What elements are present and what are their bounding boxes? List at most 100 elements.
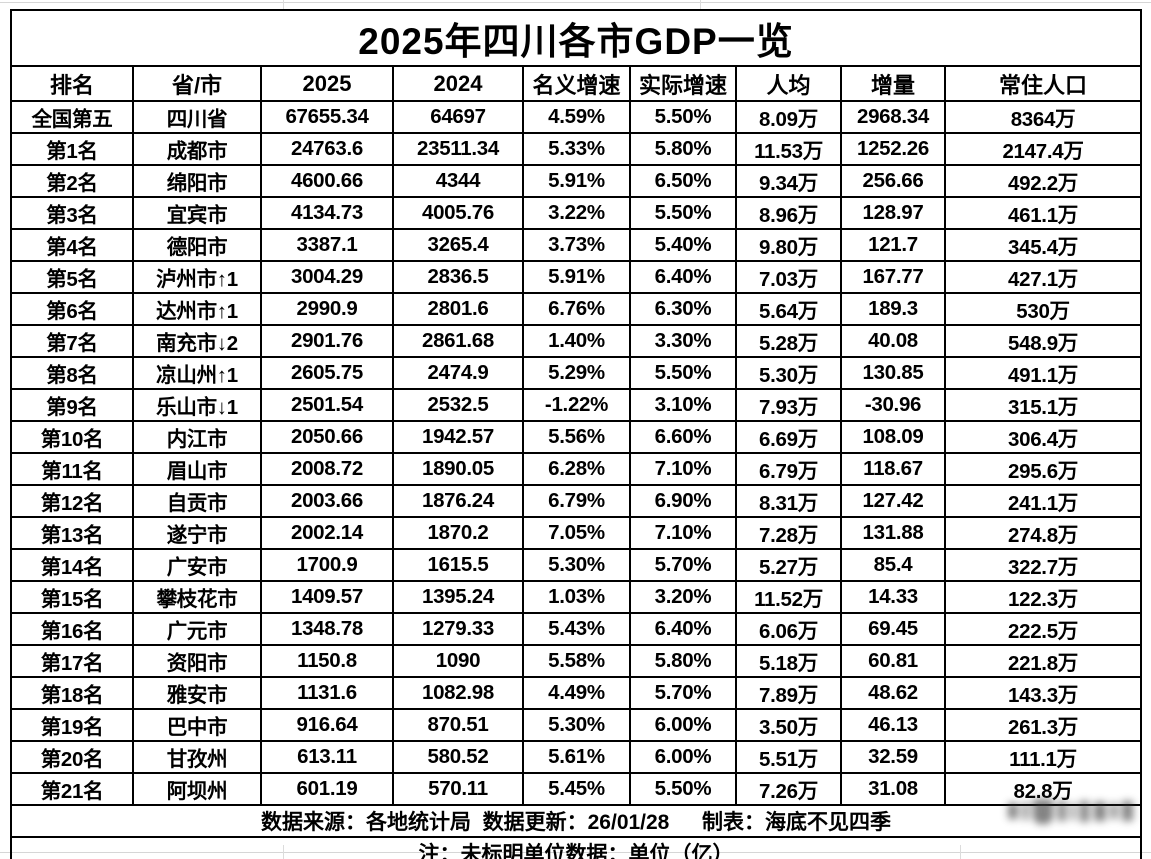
table-cell-4: 3.73%	[522, 228, 631, 262]
footer-note-row: 注：未标明单位数据：单位（亿）	[9, 836, 1143, 859]
table-cell-3: 1870.2	[392, 516, 524, 550]
table-cell-2: 3004.29	[260, 260, 394, 294]
table-cell-5: 5.80%	[629, 132, 737, 166]
table-cell-5: 3.10%	[629, 388, 737, 422]
table-cell-5: 6.90%	[629, 484, 737, 518]
table-cell-8: 530万	[943, 292, 1143, 326]
table-cell-3: 580.52	[392, 740, 524, 774]
table-cell-0: 第2名	[10, 164, 134, 198]
table-cell-2: 2605.75	[260, 356, 394, 390]
table-cell-8: 322.7万	[943, 548, 1143, 582]
table-cell-0: 第14名	[10, 548, 134, 582]
table-cell-2: 1131.6	[260, 676, 394, 710]
table-cell-6: 5.51万	[735, 740, 842, 774]
table-cell-4: 5.30%	[522, 548, 631, 582]
table-cell-1: 德阳市	[132, 228, 262, 262]
table-row: 第13名 遂宁市 2002.14 1870.2 7.05% 7.10% 7.28万 131.8…	[10, 516, 1143, 550]
table-cell-7: 167.77	[840, 260, 946, 294]
table-cell-1: 遂宁市	[132, 516, 262, 550]
table-cell-3: 3265.4	[392, 228, 524, 262]
table-cell-6: 9.34万	[735, 164, 842, 198]
table-cell-3: 1082.98	[392, 676, 524, 710]
table-cell-8: 461.1万	[943, 196, 1143, 230]
table-cell-4: 5.91%	[522, 164, 631, 198]
table-cell-7: 118.67	[840, 452, 946, 486]
table-cell-3: 2836.5	[392, 260, 524, 294]
table-cell-8: 261.3万	[943, 708, 1143, 742]
table-cell-5: 6.40%	[629, 612, 737, 646]
table-cell-3: 1090	[392, 644, 524, 678]
table-cell-1: 南充市↓2	[132, 324, 262, 358]
table-cell-4: 5.58%	[522, 644, 631, 678]
table-cell-5: 6.40%	[629, 260, 737, 294]
gdp-table: 2025年四川各市GDP一览 排名 省/市 2025 2024 名义增速 实际增速 人均 增量…	[9, 9, 1143, 859]
table-cell-5: 6.00%	[629, 708, 737, 742]
table-cell-7: 128.97	[840, 196, 946, 230]
table-cell-6: 5.27万	[735, 548, 842, 582]
table-cell-7: 1252.26	[840, 132, 946, 166]
table-cell-5: 3.20%	[629, 580, 737, 614]
table-cell-0: 第8名	[10, 356, 134, 390]
table-cell-1: 四川省	[132, 100, 262, 134]
table-cell-4: 6.79%	[522, 484, 631, 518]
table-cell-8: 315.1万	[943, 388, 1143, 422]
table-cell-3: 1395.24	[392, 580, 524, 614]
table-cell-4: 7.05%	[522, 516, 631, 550]
table-cell-5: 7.10%	[629, 516, 737, 550]
table-row: 第6名 达州市↑1 2990.9 2801.6 6.76% 6.30% 5.64万 189.3…	[10, 292, 1143, 326]
table-cell-8: 548.9万	[943, 324, 1143, 358]
table-cell-0: 第11名	[10, 452, 134, 486]
table-cell-5: 5.50%	[629, 772, 737, 806]
table-cell-2: 2901.76	[260, 324, 394, 358]
table-cell-1: 巴中市	[132, 708, 262, 742]
table-cell-8: 306.4万	[943, 420, 1143, 454]
table-cell-1: 甘孜州	[132, 740, 262, 774]
table-row: 第21名 阿坝州 601.19 570.11 5.45% 5.50% 7.26万 31.08 8…	[10, 772, 1143, 806]
table-cell-8: 143.3万	[943, 676, 1143, 710]
table-cell-7: 32.59	[840, 740, 946, 774]
table-cell-3: 1890.05	[392, 452, 524, 486]
table-cell-7: 46.13	[840, 708, 946, 742]
table-cell-2: 2050.66	[260, 420, 394, 454]
table-cell-4: 1.40%	[522, 324, 631, 358]
table-row: 第8名 凉山州↑1 2605.75 2474.9 5.29% 5.50% 5.30万 130.…	[10, 356, 1143, 390]
table-cell-7: 127.42	[840, 484, 946, 518]
table-cell-4: 1.03%	[522, 580, 631, 614]
table-cell-6: 6.06万	[735, 612, 842, 646]
table-cell-5: 6.50%	[629, 164, 737, 198]
table-row: 第16名 广元市 1348.78 1279.33 5.43% 6.40% 6.06万 69.4…	[10, 612, 1143, 646]
table-cell-6: 8.09万	[735, 100, 842, 134]
column-header-5: 实际增速	[629, 65, 737, 102]
table-cell-6: 3.50万	[735, 708, 842, 742]
table-cell-6: 7.93万	[735, 388, 842, 422]
table-cell-4: 5.30%	[522, 708, 631, 742]
table-cell-5: 5.80%	[629, 644, 737, 678]
table-cell-1: 绵阳市	[132, 164, 262, 198]
table-cell-1: 阿坝州	[132, 772, 262, 806]
table-cell-5: 7.10%	[629, 452, 737, 486]
table-cell-2: 1700.9	[260, 548, 394, 582]
table-cell-1: 宜宾市	[132, 196, 262, 230]
table-cell-5: 5.50%	[629, 100, 737, 134]
table-cell-1: 雅安市	[132, 676, 262, 710]
table-cell-8: 2147.4万	[943, 132, 1143, 166]
table-cell-5: 5.50%	[629, 356, 737, 390]
table-cell-4: 5.29%	[522, 356, 631, 390]
table-row: 第1名 成都市 24763.6 23511.34 5.33% 5.80% 11.53万 125…	[10, 132, 1143, 166]
table-cell-2: 601.19	[260, 772, 394, 806]
table-cell-8: 295.6万	[943, 452, 1143, 486]
table-cell-8: 427.1万	[943, 260, 1143, 294]
table-cell-5: 6.60%	[629, 420, 737, 454]
table-cell-3: 2532.5	[392, 388, 524, 422]
column-header-1: 省/市	[132, 65, 262, 102]
table-cell-6: 7.89万	[735, 676, 842, 710]
table-cell-4: 5.56%	[522, 420, 631, 454]
table-cell-2: 2990.9	[260, 292, 394, 326]
table-cell-2: 1409.57	[260, 580, 394, 614]
table-cell-2: 3387.1	[260, 228, 394, 262]
table-cell-1: 资阳市	[132, 644, 262, 678]
table-cell-4: 3.22%	[522, 196, 631, 230]
table-cell-0: 第9名	[10, 388, 134, 422]
table-cell-4: 5.33%	[522, 132, 631, 166]
